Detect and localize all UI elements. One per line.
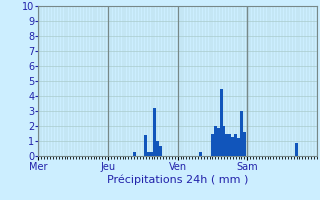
Bar [159,146,162,156]
X-axis label: Précipitations 24h ( mm ): Précipitations 24h ( mm ) [107,174,248,185]
Bar [144,135,147,156]
Bar [133,152,136,156]
Bar [240,111,243,156]
Bar [156,141,159,156]
Bar [228,134,231,156]
Bar [150,152,153,156]
Bar [220,88,222,156]
Bar [237,138,240,156]
Bar [199,152,202,156]
Bar [231,137,234,156]
Bar [147,152,150,156]
Bar [234,134,237,156]
Bar [295,142,298,156]
Bar [153,108,156,156]
Bar [222,126,226,156]
Bar [217,128,220,156]
Bar [226,134,228,156]
Bar [243,132,246,156]
Bar [211,134,214,156]
Bar [214,126,217,156]
